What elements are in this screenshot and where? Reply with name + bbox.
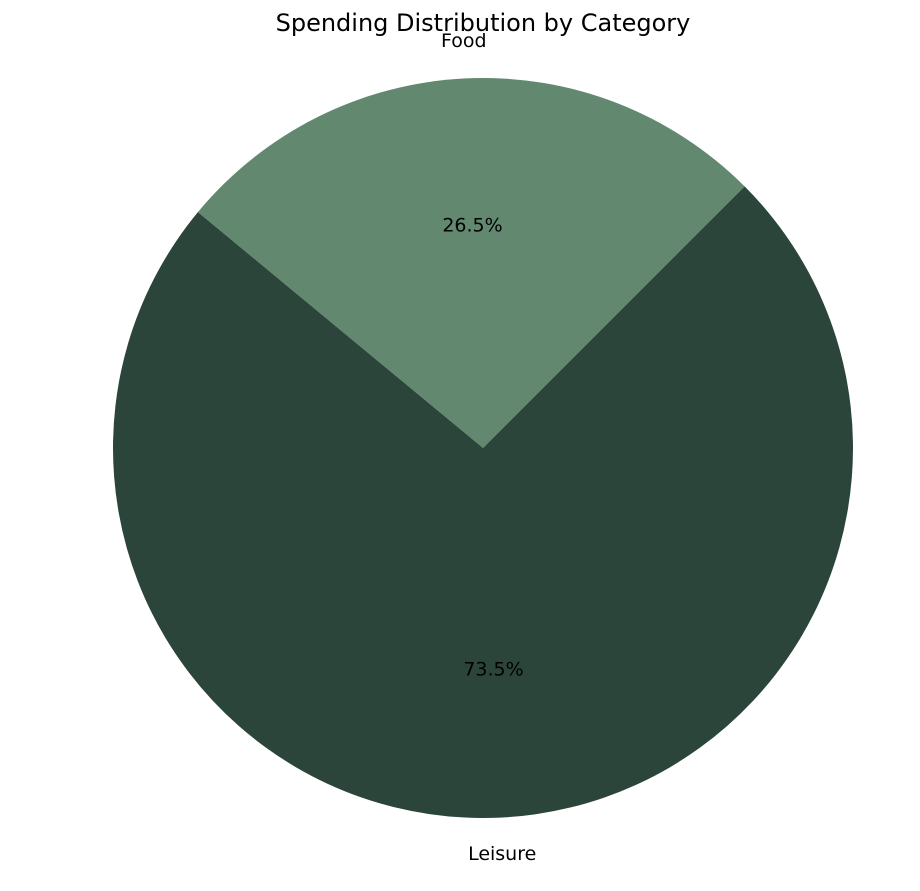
pie-labels: Food 26.5% Leisure 73.5% xyxy=(441,30,536,865)
pct-label-food: 26.5% xyxy=(442,215,502,237)
slice-label-leisure: Leisure xyxy=(468,843,536,865)
pie-slice-leisure xyxy=(112,186,853,818)
pie-slice-food xyxy=(197,77,745,448)
slice-label-food: Food xyxy=(441,30,487,52)
chart-title: Spending Distribution by Category xyxy=(276,9,691,37)
pct-label-leisure: 73.5% xyxy=(463,658,523,680)
pie-slices xyxy=(112,77,853,818)
